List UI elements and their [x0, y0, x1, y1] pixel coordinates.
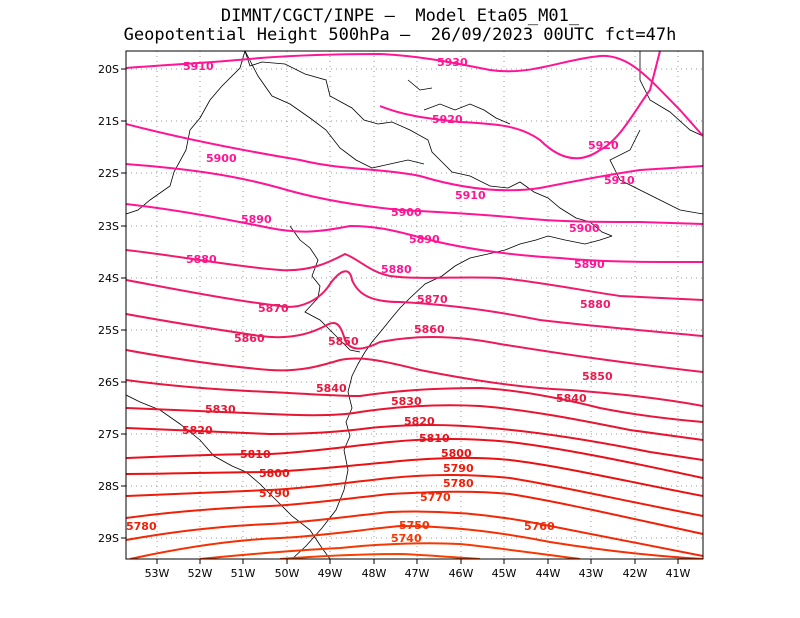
contour-label: 5910 [455, 189, 486, 202]
contour-label: 5910 [183, 60, 214, 73]
contour-label: 5810 [240, 448, 271, 461]
lon-label: 44W [536, 567, 561, 580]
lat-label: 23S [98, 220, 119, 233]
contour-label: 5840 [316, 382, 347, 395]
contour-label: 5820 [404, 415, 435, 428]
map-title-line2: Geopotential Height 500hPa – 26/09/2023 … [123, 25, 677, 45]
contour-label: 5760 [524, 520, 555, 533]
contour-label: 5790 [443, 462, 474, 475]
contour-label: 5800 [259, 467, 290, 480]
tick-marks [121, 68, 679, 564]
lon-label: 52W [188, 567, 213, 580]
contour-label: 5740 [391, 532, 422, 545]
contour-label: 5850 [582, 370, 613, 383]
contour-label: 5750 [399, 519, 430, 532]
contour-label: 5900 [391, 206, 422, 219]
lat-label: 29S [98, 532, 119, 545]
coastline-and-borders [126, 51, 703, 559]
contour-label: 5930 [437, 56, 468, 69]
contour-label: 5800 [441, 447, 472, 460]
contour-label: 5870 [258, 302, 289, 315]
lon-label: 51W [231, 567, 256, 580]
latitude-labels: 20S 21S 22S 23S 24S 25S 26S 27S 28S 29S [98, 63, 119, 545]
contour-label: 5830 [205, 403, 236, 416]
lat-label: 24S [98, 272, 119, 285]
contour-label: 5780 [443, 477, 474, 490]
contour-label: 5860 [234, 332, 265, 345]
lat-label: 28S [98, 480, 119, 493]
contour-label: 5880 [580, 298, 611, 311]
lat-label: 22S [98, 167, 119, 180]
contour-label: 5870 [417, 293, 448, 306]
contour-label: 5810 [419, 432, 450, 445]
contour-lines [126, 51, 703, 559]
map-background [126, 51, 703, 559]
contour-label: 5920 [588, 139, 619, 152]
contour-label: 5850 [328, 335, 359, 348]
contour-label: 5840 [556, 392, 587, 405]
contour-label: 5790 [259, 487, 290, 500]
contour-label: 5820 [182, 424, 213, 437]
lat-label: 25S [98, 324, 119, 337]
lon-label: 53W [145, 567, 170, 580]
map-frame [125, 50, 704, 560]
lat-label: 20S [98, 63, 119, 76]
contour-label: 5880 [381, 263, 412, 276]
lon-label: 43W [579, 567, 604, 580]
lat-label: 26S [98, 376, 119, 389]
lon-label: 42W [623, 567, 648, 580]
contour-label: 5890 [241, 213, 272, 226]
contour-label: 5900 [206, 152, 237, 165]
longitude-labels: 53W 52W 51W 50W 49W 48W 47W 46W 45W 44W … [145, 567, 691, 580]
contour-label: 5830 [391, 395, 422, 408]
contour-label: 5770 [420, 491, 451, 504]
contour-label: 5900 [569, 222, 600, 235]
lat-label: 27S [98, 428, 119, 441]
lon-label: 50W [275, 567, 300, 580]
lon-label: 48W [362, 567, 387, 580]
lon-label: 45W [492, 567, 517, 580]
lon-label: 47W [405, 567, 430, 580]
contour-label: 5860 [414, 323, 445, 336]
map-title-line1: DIMNT/CGCT/INPE – Model Eta05_M01_ [220, 6, 580, 26]
contour-label: 5880 [186, 253, 217, 266]
lon-label: 41W [666, 567, 691, 580]
lon-label: 49W [318, 567, 343, 580]
contour-label: 5910 [604, 174, 635, 187]
contour-label: 5890 [409, 233, 440, 246]
contour-label: 5890 [574, 258, 605, 271]
lon-label: 46W [449, 567, 474, 580]
lat-label: 21S [98, 115, 119, 128]
contour-labels: 5930 5910 5920 5920 5900 5910 5910 5900 … [126, 56, 635, 545]
contour-label: 5920 [432, 113, 463, 126]
contour-label: 5780 [126, 520, 157, 533]
